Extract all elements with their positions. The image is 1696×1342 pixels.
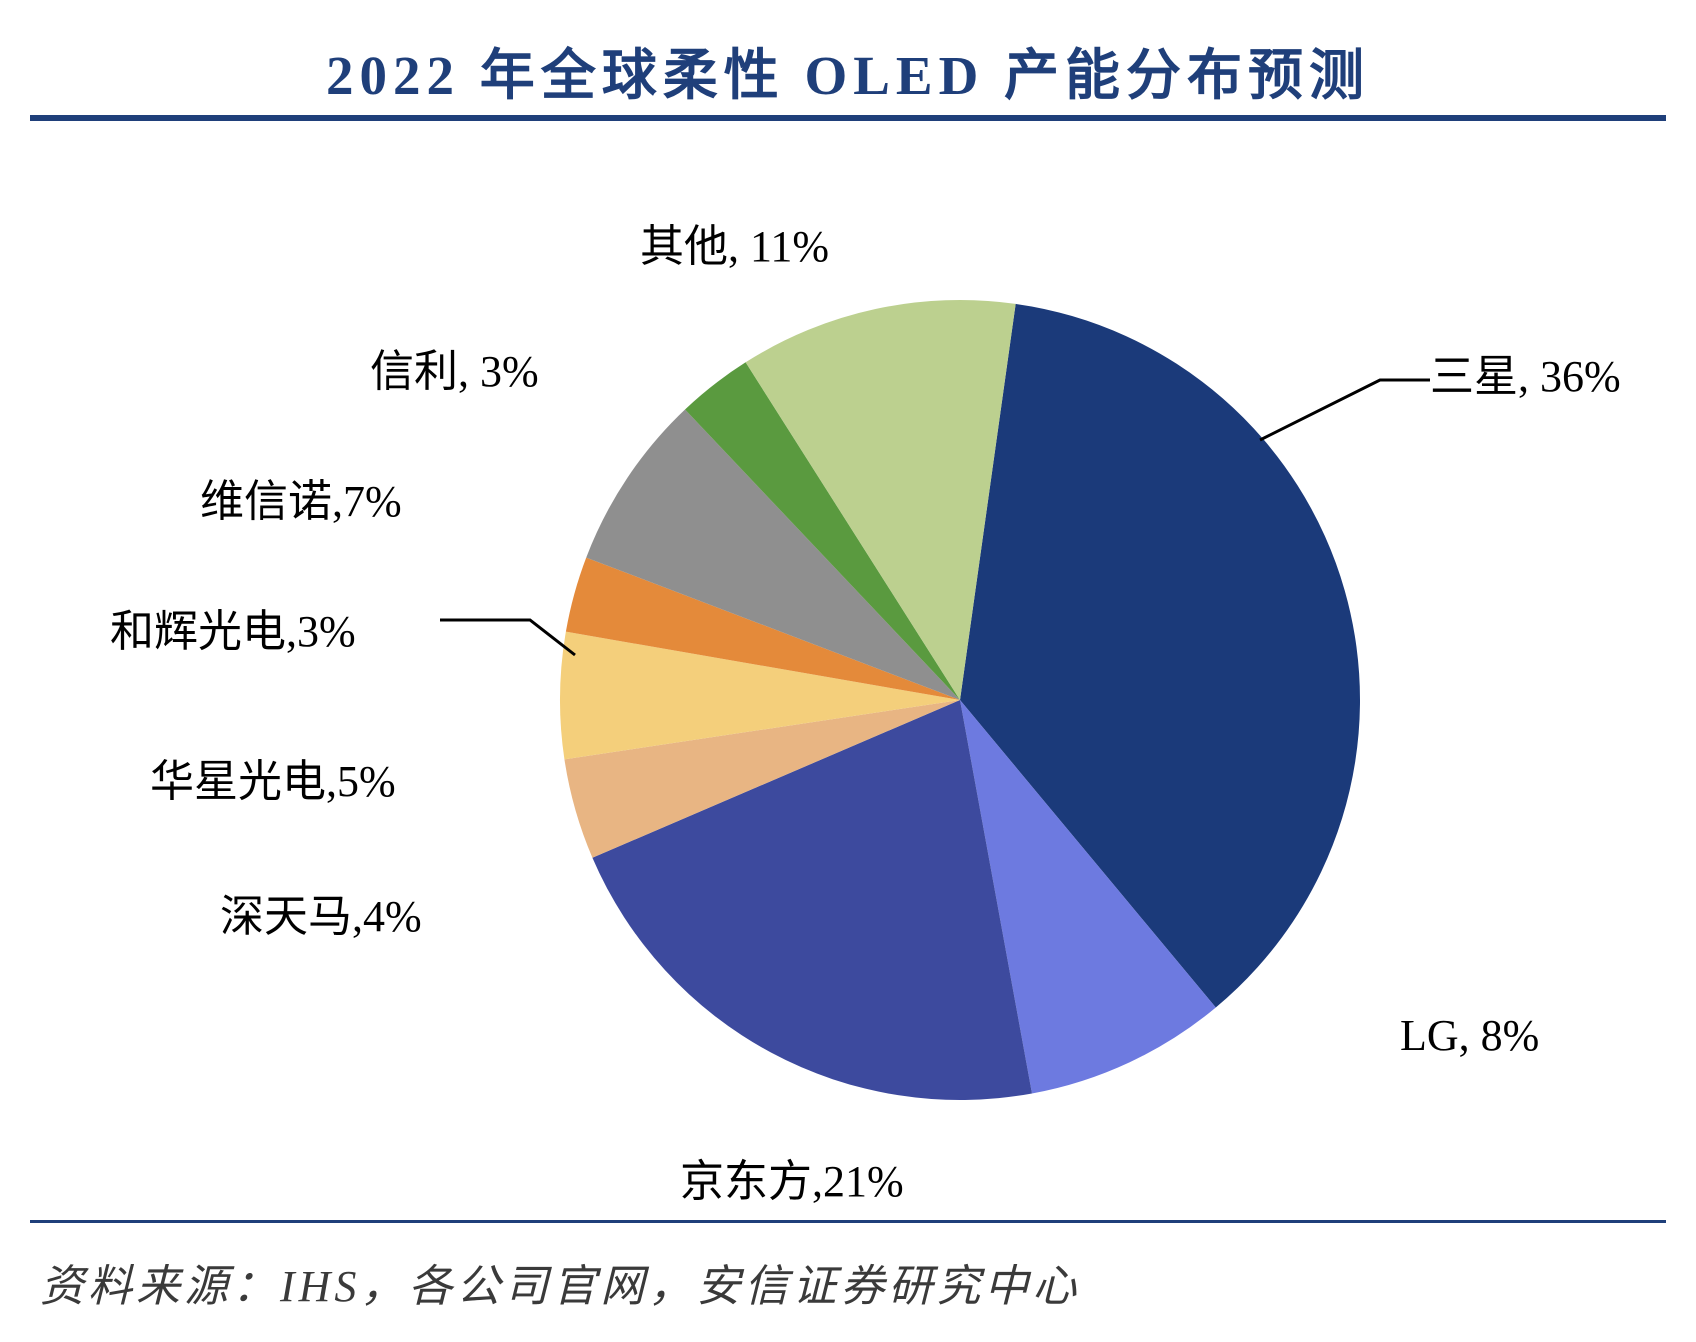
- pie-slice-label: 信利, 3%: [370, 335, 539, 399]
- pie-slice-label: LG, 8%: [1400, 1010, 1539, 1061]
- leader-line: [440, 620, 575, 655]
- pie-chart-container: 2022 年全球柔性 OLED 产能分布预测 三星, 36%LG, 8%京东方,…: [0, 0, 1696, 1342]
- pie-slice-label: 京东方,21%: [680, 1145, 904, 1209]
- pie-slice-label: 三星, 36%: [1430, 340, 1621, 404]
- pie-svg: [0, 0, 1696, 1342]
- pie-slice-label: 深天马,4%: [220, 880, 422, 944]
- pie-slice-label: 和辉光电,3%: [110, 595, 356, 659]
- source-text: 资料来源：IHS，各公司官网，安信证券研究中心: [40, 1250, 1080, 1314]
- footer-line: [30, 1220, 1666, 1223]
- pie-slice-label: 其他, 11%: [640, 210, 829, 274]
- pie-slice-label: 维信诺,7%: [200, 465, 402, 529]
- leader-line: [1260, 380, 1430, 440]
- pie-slice-label: 华星光电,5%: [150, 745, 396, 809]
